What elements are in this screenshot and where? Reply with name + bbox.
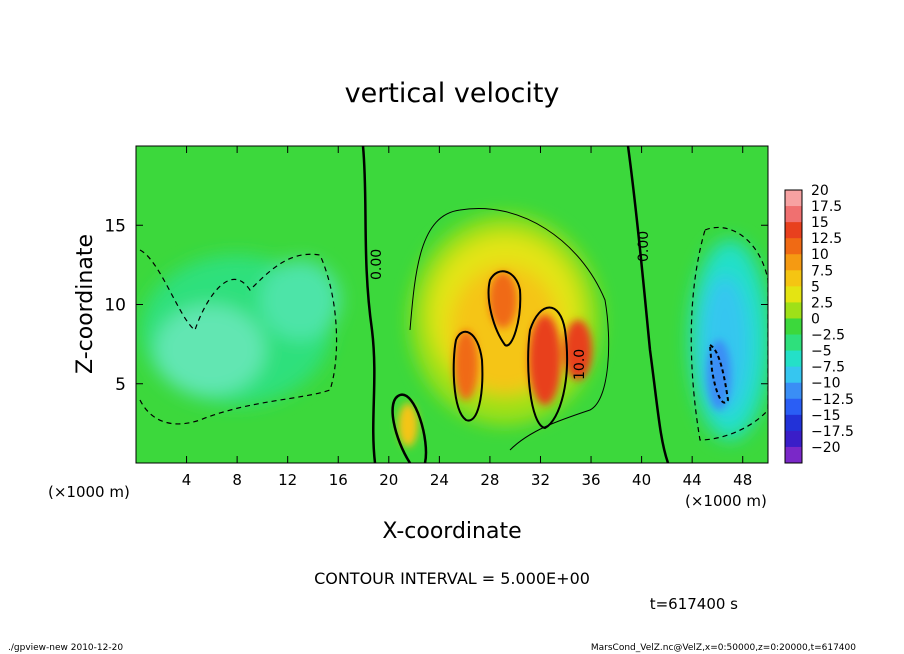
colorbar-swatch xyxy=(785,254,802,271)
contour-zero-left xyxy=(361,146,377,463)
colorbar-label: −7.5 xyxy=(811,360,845,376)
colorbar-swatch xyxy=(785,350,802,368)
colorbar-label: −20 xyxy=(811,440,841,456)
core-small xyxy=(398,403,418,447)
x-axis-label: X-coordinate xyxy=(382,519,521,544)
colorbar: 2017.51512.5107.552.50−2.5−5−7.5−10−12.5… xyxy=(784,183,854,464)
x-tick-label: 16 xyxy=(329,471,348,489)
x-tick-label: 20 xyxy=(379,471,398,489)
colorbar-label: −5 xyxy=(811,344,832,360)
colorbar-swatch xyxy=(785,222,802,239)
contour-five xyxy=(409,208,610,451)
y-axis-label: Z-coordinate xyxy=(73,234,98,374)
x-tick-label: 24 xyxy=(430,471,449,489)
colorbar-label: 0 xyxy=(811,311,820,327)
colorbar-swatch xyxy=(785,414,802,432)
y-axis: 5 10 15 xyxy=(104,216,768,395)
y-tick-label: 10 xyxy=(104,296,126,316)
colorbar-label: 12.5 xyxy=(811,231,842,247)
contour-negative-right xyxy=(690,226,768,441)
colorbar-swatch xyxy=(785,382,802,400)
core-2 xyxy=(489,272,517,328)
contour-negative-left xyxy=(139,249,338,425)
colorbar-swatch xyxy=(785,206,802,223)
contour-negative-right-inner xyxy=(708,343,730,404)
colorbar-swatch xyxy=(785,302,802,319)
colorbar-label: −15 xyxy=(811,408,841,424)
blue-core xyxy=(707,340,731,410)
colorbar-label: 17.5 xyxy=(811,199,842,215)
x-tick-label: 40 xyxy=(632,471,651,489)
footer-right: MarsCond_VelZ.nc@VelZ,x=0:50000,z=0:2000… xyxy=(591,643,856,653)
colorbar-label: −10 xyxy=(811,376,841,392)
x-axis: 4 8 12 16 20 24 28 32 36 40 44 48 xyxy=(182,146,752,489)
downdraft-left-inner xyxy=(155,305,265,395)
chart-title: vertical velocity xyxy=(345,78,560,109)
contour-zero-right xyxy=(626,146,670,463)
y-tick-label: 5 xyxy=(115,375,126,395)
x-tick-label: 36 xyxy=(581,471,600,489)
colorbar-swatch xyxy=(785,366,802,384)
core-4 xyxy=(564,320,592,380)
core-3 xyxy=(529,315,561,405)
colorbar-label: 15 xyxy=(811,215,829,231)
colorbar-frame xyxy=(784,189,803,464)
contour-zero-small xyxy=(391,393,428,463)
colorbar-label: 5 xyxy=(811,279,820,295)
colorbar-label: 2.5 xyxy=(811,295,833,311)
colorbar-swatch xyxy=(785,318,802,336)
x-tick-label: 28 xyxy=(480,471,499,489)
core-1 xyxy=(454,330,478,400)
colorbar-label: −2.5 xyxy=(811,328,845,344)
colorbar-swatch xyxy=(785,398,802,416)
contour-ten-3 xyxy=(527,306,569,430)
heatmap-field: 0.00 0.00 10.0 xyxy=(136,146,768,463)
contour-label-zero-right: 0.00 xyxy=(636,231,652,262)
colorbar-label: 7.5 xyxy=(811,263,833,279)
x-tick-label: 32 xyxy=(531,471,550,489)
colorbar-label: 10 xyxy=(811,247,829,263)
colorbar-swatch xyxy=(785,238,802,255)
colorbar-label: −17.5 xyxy=(811,424,854,440)
colorbar-label: −12.5 xyxy=(811,392,854,408)
y-tick-label: 15 xyxy=(104,216,126,236)
x-tick-label: 48 xyxy=(733,471,752,489)
colorbar-swatch xyxy=(785,286,802,303)
colorbar-swatch xyxy=(785,334,802,352)
colorbar-label: 20 xyxy=(811,183,829,199)
x-unit-right: (×1000 m) xyxy=(685,492,767,510)
contour-ten-1 xyxy=(452,330,484,422)
x-tick-label: 8 xyxy=(232,471,242,489)
downdraft-left-2 xyxy=(260,260,340,340)
x-tick-label: 4 xyxy=(182,471,192,489)
x-unit-left: (×1000 m) xyxy=(48,483,130,501)
colorbar-swatch xyxy=(785,190,802,207)
contour-ten-2 xyxy=(487,270,522,347)
colorbar-swatch xyxy=(785,446,802,464)
contour-interval: CONTOUR INTERVAL = 5.000E+00 xyxy=(314,569,590,588)
colorbar-swatch xyxy=(785,270,802,287)
contour-label-ten: 10.0 xyxy=(572,349,588,380)
contour-label-zero-left: 0.00 xyxy=(369,249,385,280)
footer-left: ./gpview-new 2010-12-20 xyxy=(8,643,123,653)
time-label: t=617400 s xyxy=(650,595,738,613)
colorbar-swatch xyxy=(785,430,802,448)
x-tick-label: 44 xyxy=(683,471,702,489)
x-tick-label: 12 xyxy=(278,471,297,489)
